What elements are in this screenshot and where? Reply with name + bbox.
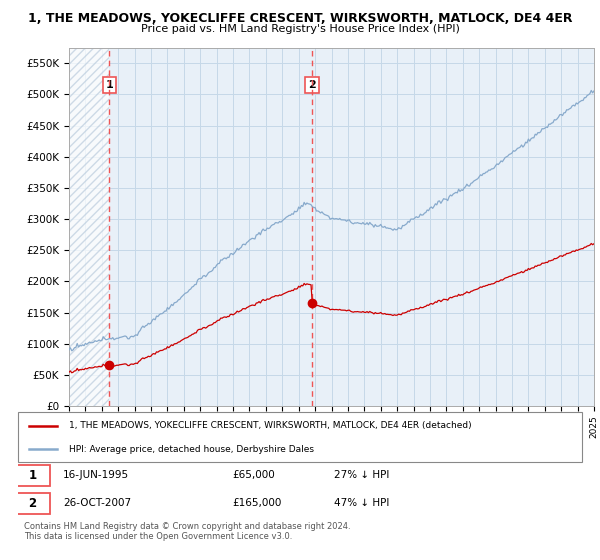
FancyBboxPatch shape: [15, 493, 50, 514]
Text: 27% ↓ HPI: 27% ↓ HPI: [334, 470, 389, 480]
Text: 2: 2: [29, 497, 37, 510]
FancyBboxPatch shape: [15, 465, 50, 486]
FancyBboxPatch shape: [18, 412, 582, 462]
Bar: [69, 48, 109, 406]
Text: Contains HM Land Registry data © Crown copyright and database right 2024.
This d: Contains HM Land Registry data © Crown c…: [24, 522, 350, 542]
Text: 2: 2: [308, 80, 316, 90]
Text: 1: 1: [106, 80, 113, 90]
Text: 1, THE MEADOWS, YOKECLIFFE CRESCENT, WIRKSWORTH, MATLOCK, DE4 4ER (detached): 1, THE MEADOWS, YOKECLIFFE CRESCENT, WIR…: [69, 421, 472, 430]
Text: HPI: Average price, detached house, Derbyshire Dales: HPI: Average price, detached house, Derb…: [69, 445, 314, 454]
Text: £165,000: £165,000: [232, 498, 281, 508]
Text: 16-JUN-1995: 16-JUN-1995: [63, 470, 129, 480]
Text: 1, THE MEADOWS, YOKECLIFFE CRESCENT, WIRKSWORTH, MATLOCK, DE4 4ER: 1, THE MEADOWS, YOKECLIFFE CRESCENT, WIR…: [28, 12, 572, 25]
Text: 1: 1: [29, 469, 37, 482]
Text: £65,000: £65,000: [232, 470, 275, 480]
Text: 47% ↓ HPI: 47% ↓ HPI: [334, 498, 389, 508]
Text: Price paid vs. HM Land Registry's House Price Index (HPI): Price paid vs. HM Land Registry's House …: [140, 24, 460, 34]
Text: 26-OCT-2007: 26-OCT-2007: [63, 498, 131, 508]
